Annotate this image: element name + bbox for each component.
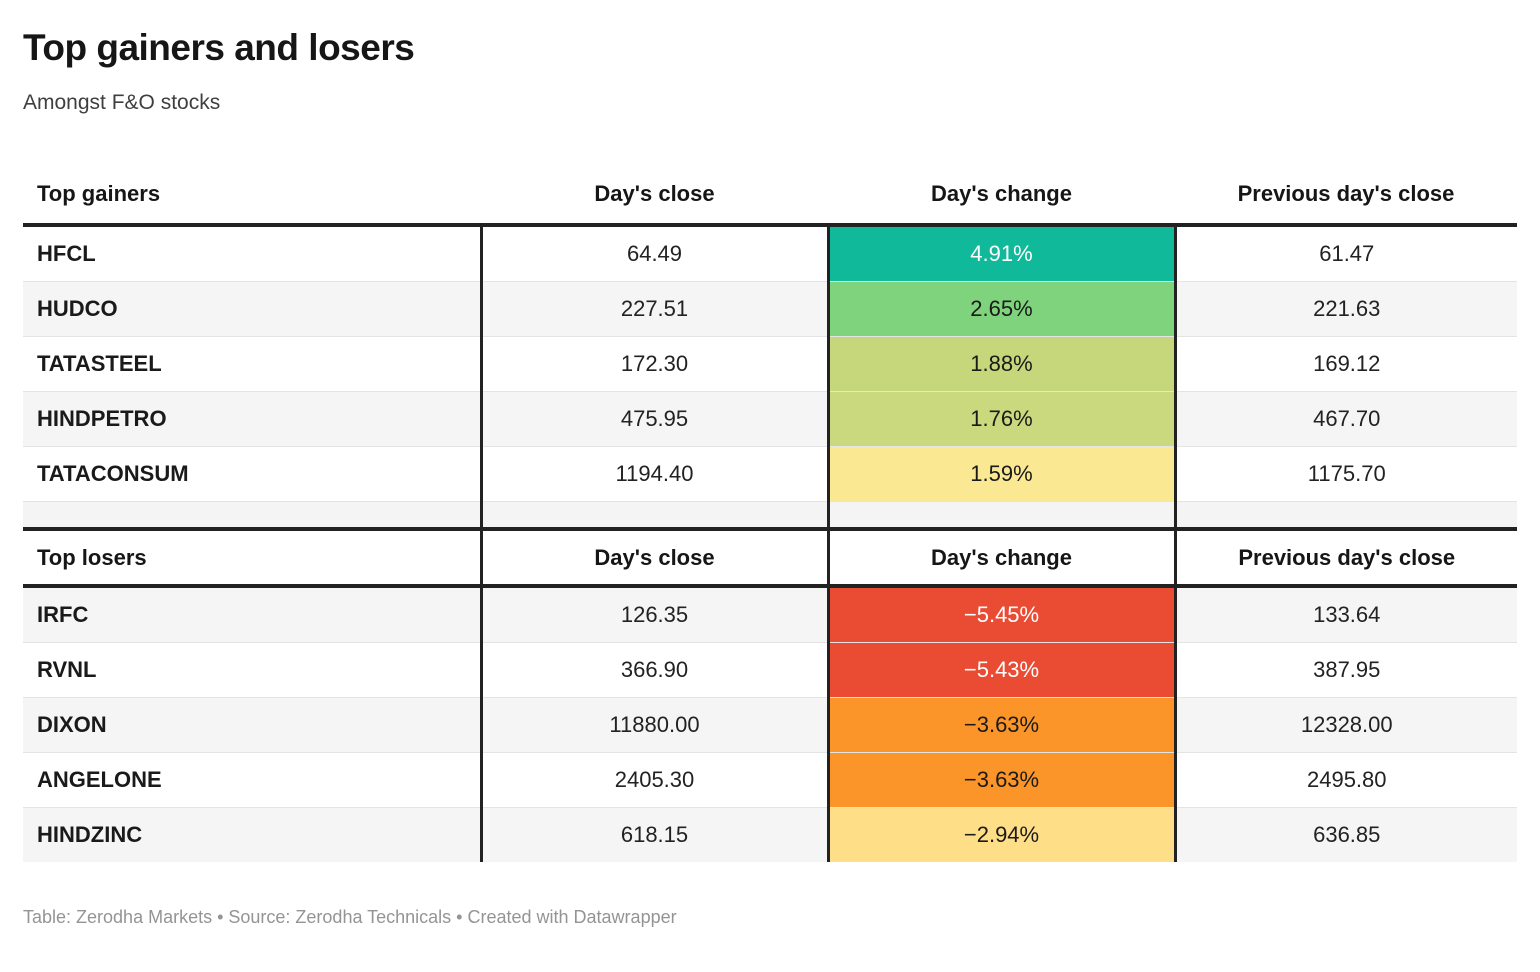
- attribution-footer: Table: Zerodha Markets • Source: Zerodha…: [23, 907, 677, 927]
- days-close-cell: 64.49: [479, 225, 828, 282]
- days-change-cell: −3.63%: [826, 752, 1177, 808]
- prev-close-cell: 2495.80: [1175, 752, 1517, 808]
- table-row: HFCL 64.49 4.91% 61.47: [23, 225, 1517, 282]
- days-change-cell: 1.76%: [826, 391, 1177, 447]
- stock-name-cell: TATASTEEL: [23, 336, 481, 392]
- prev-close-cell: 133.64: [1175, 586, 1517, 643]
- column-header-prev-close: Previous day's close: [1175, 529, 1517, 588]
- days-close-cell: 1194.40: [479, 446, 828, 502]
- spacer-cell: [23, 501, 481, 531]
- spacer-cell: [826, 501, 1177, 531]
- table-row: HUDCO 227.51 2.65% 221.63: [23, 281, 1517, 337]
- losers-header-row: Top losers Day's close Day's change Prev…: [23, 529, 1517, 588]
- table-row: ANGELONE 2405.30 −3.63% 2495.80: [23, 752, 1517, 808]
- table-row: IRFC 126.35 −5.45% 133.64: [23, 586, 1517, 643]
- prev-close-cell: 221.63: [1175, 281, 1517, 337]
- prev-close-cell: 61.47: [1175, 225, 1517, 282]
- column-header-days-change: Day's change: [828, 165, 1175, 227]
- days-close-cell: 618.15: [479, 807, 828, 862]
- section-spacer-row: [23, 501, 1517, 531]
- datawrapper-table-page: Top gainers and losers Amongst F&O stock…: [0, 26, 1540, 928]
- days-close-cell: 2405.30: [479, 752, 828, 808]
- days-change-cell: −5.45%: [826, 586, 1177, 643]
- days-change-cell: −5.43%: [826, 642, 1177, 698]
- stock-name-cell: HINDPETRO: [23, 391, 481, 447]
- stock-name-cell: TATACONSUM: [23, 446, 481, 502]
- column-header-days-close: Day's close: [481, 165, 828, 227]
- table-row: TATASTEEL 172.30 1.88% 169.12: [23, 336, 1517, 392]
- column-header-top-gainers: Top gainers: [23, 165, 481, 227]
- prev-close-cell: 1175.70: [1175, 446, 1517, 502]
- table-row: HINDPETRO 475.95 1.76% 467.70: [23, 391, 1517, 447]
- prev-close-cell: 636.85: [1175, 807, 1517, 862]
- spacer-cell: [1175, 501, 1517, 531]
- prev-close-cell: 467.70: [1175, 391, 1517, 447]
- days-change-cell: 4.91%: [826, 225, 1177, 282]
- days-close-cell: 172.30: [479, 336, 828, 392]
- stock-name-cell: ANGELONE: [23, 752, 481, 808]
- column-header-days-close: Day's close: [479, 529, 828, 588]
- table-row: HINDZINC 618.15 −2.94% 636.85: [23, 807, 1517, 862]
- prev-close-cell: 387.95: [1175, 642, 1517, 698]
- days-close-cell: 11880.00: [479, 697, 828, 753]
- days-change-cell: 2.65%: [826, 281, 1177, 337]
- spacer-cell: [479, 501, 828, 531]
- page-subtitle: Amongst F&O stocks: [23, 91, 221, 114]
- prev-close-cell: 169.12: [1175, 336, 1517, 392]
- days-close-cell: 227.51: [479, 281, 828, 337]
- stock-name-cell: HFCL: [23, 225, 481, 282]
- days-close-cell: 126.35: [479, 586, 828, 643]
- days-change-cell: −2.94%: [826, 807, 1177, 862]
- stock-name-cell: RVNL: [23, 642, 481, 698]
- column-header-prev-close: Previous day's close: [1175, 165, 1517, 227]
- stock-name-cell: IRFC: [23, 586, 481, 643]
- days-close-cell: 475.95: [479, 391, 828, 447]
- stock-name-cell: HUDCO: [23, 281, 481, 337]
- days-change-cell: −3.63%: [826, 697, 1177, 753]
- table-row: DIXON 11880.00 −3.63% 12328.00: [23, 697, 1517, 753]
- days-close-cell: 366.90: [479, 642, 828, 698]
- column-header-top-losers: Top losers: [23, 529, 481, 588]
- days-change-cell: 1.88%: [826, 336, 1177, 392]
- prev-close-cell: 12328.00: [1175, 697, 1517, 753]
- stock-name-cell: DIXON: [23, 697, 481, 753]
- page-title: Top gainers and losers: [23, 27, 415, 68]
- stock-name-cell: HINDZINC: [23, 807, 481, 862]
- column-header-days-change: Day's change: [826, 529, 1177, 588]
- gainers-header-row: Top gainers Day's close Day's change Pre…: [23, 165, 1517, 227]
- table-row: RVNL 366.90 −5.43% 387.95: [23, 642, 1517, 698]
- days-change-cell: 1.59%: [826, 446, 1177, 502]
- table-row: TATACONSUM 1194.40 1.59% 1175.70: [23, 446, 1517, 502]
- gainers-losers-table: Top gainers Day's close Day's change Pre…: [23, 165, 1517, 862]
